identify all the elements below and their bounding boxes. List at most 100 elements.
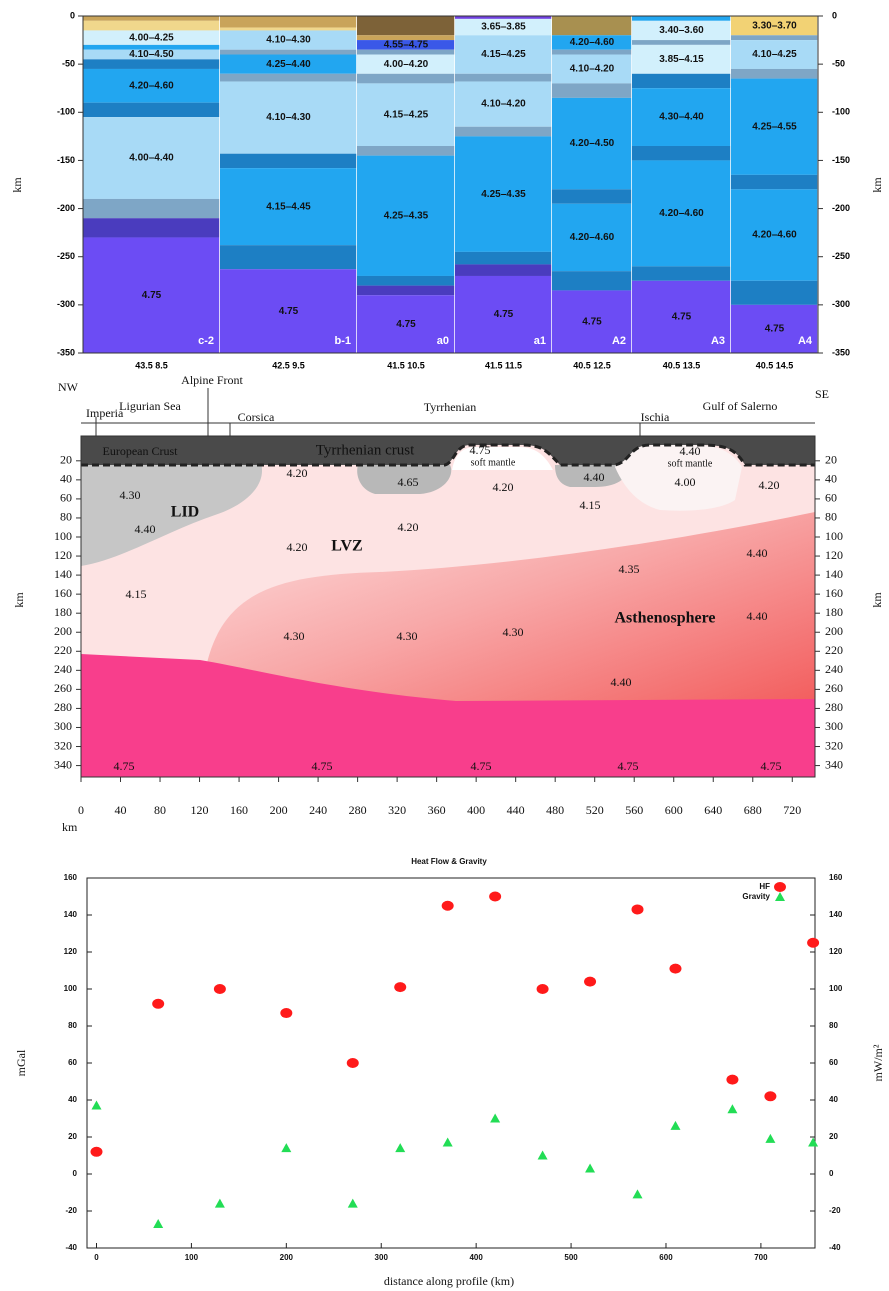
layer [731, 35, 818, 41]
layer [220, 73, 357, 82]
layer-label: 3.30–3.70 [752, 20, 797, 31]
layer [83, 198, 220, 219]
layer [731, 304, 818, 353]
y-tick-label: 120 [54, 548, 72, 562]
column-position: 43.5 8.5 [135, 360, 168, 370]
layer [220, 27, 357, 31]
x-tick-label: 120 [191, 803, 209, 817]
region-label: 4.75 [618, 759, 639, 773]
layer [220, 269, 357, 353]
layer [83, 20, 220, 31]
place-name: Imperia [86, 406, 124, 420]
x-tick-label: 640 [704, 803, 722, 817]
y2-tick-label: 80 [825, 510, 837, 524]
place-name: Gulf of Salerno [703, 399, 778, 413]
layer [632, 160, 731, 267]
column-name: a1 [534, 335, 546, 347]
region-label: 4.40 [747, 609, 768, 623]
layer [455, 35, 552, 74]
region-label: 4.30 [120, 488, 141, 502]
layer-label: 4.20–4.60 [570, 232, 615, 243]
crust-root [555, 465, 630, 487]
column-position: 40.5 12.5 [573, 360, 611, 370]
layer-label: 4.20–4.50 [570, 138, 615, 149]
point [442, 1137, 453, 1147]
layer-label: 4.25–4.35 [384, 210, 429, 221]
layer-label: 4.75 [396, 319, 416, 330]
layer [455, 81, 552, 127]
region-label: 4.40 [584, 470, 605, 484]
region-label: 4.35 [619, 562, 640, 576]
region-label: 4.15 [580, 498, 601, 512]
y-tick-label: 140 [64, 910, 78, 919]
y-tick-label: 160 [54, 586, 72, 600]
y2-tick-label: -150 [832, 155, 850, 165]
layer [357, 49, 455, 55]
y-tick-label: 0 [70, 10, 75, 20]
column-position: 40.5 14.5 [756, 360, 794, 370]
layer-label: 4.15–4.25 [384, 109, 429, 120]
y2-tick-label: -20 [829, 1206, 841, 1215]
layer [632, 88, 731, 146]
y2-tick-label: 60 [829, 1058, 838, 1067]
legend-label: Gravity [742, 892, 770, 901]
layer [731, 40, 818, 69]
point [213, 984, 226, 994]
y-tick-label: 80 [68, 1021, 77, 1030]
column-name: b-1 [335, 335, 352, 347]
plot-frame [86, 877, 816, 1249]
layer [220, 54, 357, 74]
y-tick-label: 260 [54, 681, 72, 695]
y-tick-label: 100 [54, 529, 72, 543]
y-tick-label: 220 [54, 643, 72, 657]
y2-tick-label: 0 [829, 1169, 834, 1178]
x-tick-label: 400 [469, 1253, 483, 1262]
y2-tick-label: 160 [829, 873, 843, 882]
x-tick-label: 600 [659, 1253, 673, 1262]
layer-label: 4.15–4.25 [481, 49, 526, 60]
layer-label: 4.20–4.60 [659, 208, 704, 219]
point [90, 1146, 103, 1157]
y2-tick-label: 140 [829, 910, 843, 919]
region-label: 4.15 [126, 587, 147, 601]
place-name: Ischia [641, 410, 670, 424]
region-label: soft mantle [471, 457, 516, 468]
section-frame [80, 435, 816, 778]
y2-tick-label: 120 [829, 947, 843, 956]
crust-root [357, 465, 452, 494]
place-name: SE [815, 387, 829, 401]
point [764, 1091, 777, 1102]
point [280, 1008, 293, 1019]
x-axis-label: km [62, 820, 78, 834]
layer [552, 97, 632, 190]
layer [220, 30, 357, 50]
layer-label: 4.55–4.75 [384, 40, 429, 51]
region-label: 4.75 [761, 759, 782, 773]
y2-axis-label: mW/m² [871, 1044, 885, 1081]
layer [220, 81, 357, 154]
point [670, 1120, 681, 1130]
layer [632, 44, 731, 74]
y2-tick-label: 20 [829, 1132, 838, 1141]
layer-label: 3.85–4.15 [659, 54, 704, 65]
point [584, 976, 597, 987]
layer [731, 280, 818, 305]
point [669, 963, 682, 974]
region-label: 4.75 [470, 443, 491, 457]
layer [83, 59, 220, 69]
point [346, 1058, 359, 1068]
y-tick-label: 140 [54, 567, 72, 581]
column-position: 40.5 13.5 [663, 360, 701, 370]
legend-marker [775, 892, 785, 901]
region-label: 4.75 [312, 759, 333, 773]
region-label: soft mantle [668, 458, 713, 469]
y-tick-label: 200 [54, 624, 72, 638]
layer [83, 102, 220, 118]
y-tick-label: 280 [54, 700, 72, 714]
point [765, 1133, 776, 1143]
y-tick-label: -100 [57, 107, 75, 117]
x-tick-label: 320 [388, 803, 406, 817]
layer [220, 168, 357, 246]
y2-tick-label: 120 [825, 548, 843, 562]
